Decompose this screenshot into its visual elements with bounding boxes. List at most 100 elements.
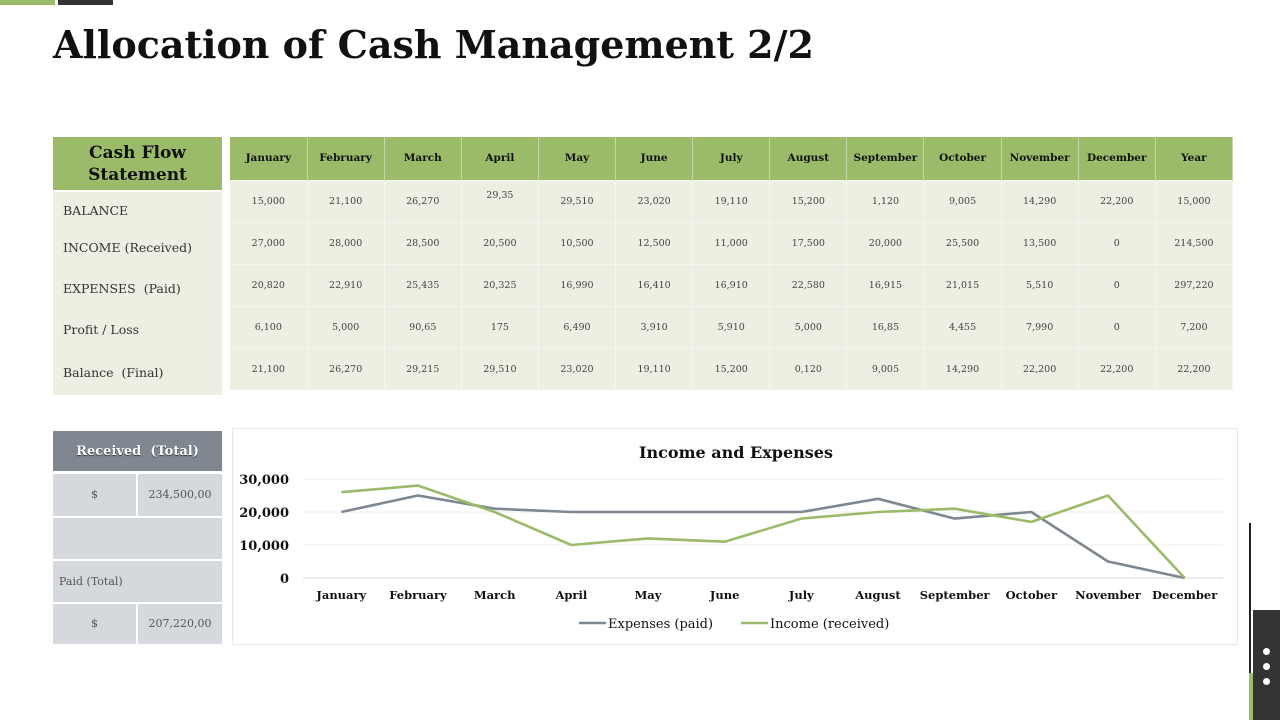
cash-flow-header-text: Cash Flow Statement	[88, 143, 187, 185]
x-tick-label: October	[1006, 588, 1058, 602]
table-cell: 10,500	[538, 221, 617, 264]
table-row: 15,000 21,100 26,270 29,35 29,510 23,020 19,11…	[230, 179, 1234, 222]
table-cell: 26,270	[307, 347, 385, 390]
row-label-balance-final: Balance (Final)	[63, 365, 164, 380]
y-tick-label: 20,000	[239, 506, 289, 521]
x-tick-label: June	[709, 588, 739, 602]
right-divider	[1249, 523, 1251, 720]
legend-label: Expenses (paid)	[608, 617, 713, 632]
table-cell: 16,910	[692, 263, 771, 306]
cash-flow-header: Cash Flow Statement	[53, 137, 222, 190]
col-header: November	[1001, 137, 1079, 180]
table-header-row: January February March April May June Ju…	[230, 137, 1234, 180]
x-tick-label: July	[788, 588, 814, 602]
chart-title: Income and Expenses	[639, 443, 833, 462]
col-header: Year	[1155, 137, 1234, 180]
more-options-tab[interactable]	[1253, 610, 1280, 720]
col-header: March	[384, 137, 462, 180]
x-tick-label: February	[389, 588, 447, 602]
table-cell: 9,005	[846, 347, 925, 390]
legend-label: Income (received)	[770, 617, 889, 632]
menu-dot	[1263, 663, 1270, 670]
table-cell: 20,325	[461, 263, 539, 306]
table-cell: 14,290	[1001, 179, 1079, 222]
table-cell: 20,000	[846, 221, 925, 264]
table-cell: 23,020	[538, 347, 617, 390]
col-header: February	[307, 137, 385, 180]
table-cell: 13,500	[1001, 221, 1079, 264]
col-header: September	[846, 137, 925, 180]
x-tick-label: January	[315, 588, 366, 602]
table-cell: 22,200	[1155, 347, 1234, 390]
table-cell: 22,580	[769, 263, 848, 306]
col-header: January	[230, 137, 308, 180]
right-accent-green	[1249, 673, 1253, 720]
table-cell: 5,510	[1001, 263, 1079, 306]
y-tick-label: 10,000	[239, 539, 289, 554]
paid-total-label: Paid (Total)	[53, 561, 222, 602]
paid-value: 207,220,00	[138, 604, 222, 644]
table-cell: 22,200	[1001, 347, 1079, 390]
chart-panel: Income and Expenses 30,000 20,000 10,000 0 …	[232, 428, 1238, 645]
table-cell: 7,990	[1001, 305, 1079, 348]
table-cell: 29,35	[461, 179, 539, 222]
col-header: October	[923, 137, 1002, 180]
table-row: 27,000 28,000 28,500 20,500 10,500 12,500 11,0…	[230, 221, 1234, 264]
table-cell: 15,200	[769, 179, 848, 222]
table-cell: 21,015	[923, 263, 1002, 306]
table-cell: 27,000	[230, 221, 308, 264]
table-cell: 20,500	[461, 221, 539, 264]
x-tick-label: March	[474, 588, 516, 602]
table-cell: 0	[1078, 263, 1156, 306]
table-cell: 6,490	[538, 305, 617, 348]
table-cell: 7,200	[1155, 305, 1234, 348]
row-label-balance: BALANCE	[63, 203, 129, 218]
col-header: December	[1078, 137, 1156, 180]
table-cell: 16,990	[538, 263, 617, 306]
table-cell: 29,215	[384, 347, 462, 390]
table-cell: 0	[1078, 305, 1156, 348]
table-row: 20,820 22,910 25,435 20,325 16,990 16,410 16,9…	[230, 263, 1234, 306]
menu-dot	[1263, 678, 1270, 685]
table-cell: 26,270	[384, 179, 462, 222]
table-cell: 6,100	[230, 305, 308, 348]
received-total-header: Received (Total)	[53, 431, 222, 471]
table-cell: 17,500	[769, 221, 848, 264]
table-cell: 28,500	[384, 221, 462, 264]
received-value: 234,500,00	[138, 474, 222, 516]
table-cell: 21,100	[230, 347, 308, 390]
table-cell: 16,85	[846, 305, 925, 348]
table-cell: 11,000	[692, 221, 771, 264]
table-row: 21,100 26,270 29,215 29,510 23,020 19,110 15,2…	[230, 347, 1234, 390]
x-tick-label: September	[920, 588, 991, 602]
table-cell: 214,500	[1155, 221, 1234, 264]
table-cell: 15,000	[1155, 179, 1234, 222]
table-cell: 5,000	[307, 305, 385, 348]
y-tick-label: 0	[280, 572, 289, 587]
table-cell: 16,410	[615, 263, 694, 306]
top-accent-dark	[58, 0, 113, 5]
table-cell: 29,510	[538, 179, 617, 222]
menu-dot	[1263, 648, 1270, 655]
table-cell: 19,110	[692, 179, 771, 222]
table-cell: 1,120	[846, 179, 925, 222]
table-cell: 15,200	[692, 347, 771, 390]
table-cell: 12,500	[615, 221, 694, 264]
series-line-0	[341, 494, 1185, 580]
x-tick-label: December	[1152, 588, 1218, 602]
received-total-label: Received (Total)	[76, 444, 199, 459]
table-cell: 3,910	[615, 305, 694, 348]
x-tick-label: April	[554, 588, 587, 602]
page-title: Allocation of Cash Management 2/2	[53, 22, 814, 67]
x-tick-label: August	[854, 588, 901, 602]
col-header: August	[769, 137, 848, 180]
table-cell: 5,000	[769, 305, 848, 348]
table-cell: 22,910	[307, 263, 385, 306]
y-tick-label: 30,000	[239, 473, 289, 488]
table-cell: 22,200	[1078, 179, 1156, 222]
table-cell: 0	[1078, 221, 1156, 264]
table-cell: 16,915	[846, 263, 925, 306]
table-cell: 25,435	[384, 263, 462, 306]
top-accent-green	[0, 0, 55, 5]
table-cell: 15,000	[230, 179, 308, 222]
